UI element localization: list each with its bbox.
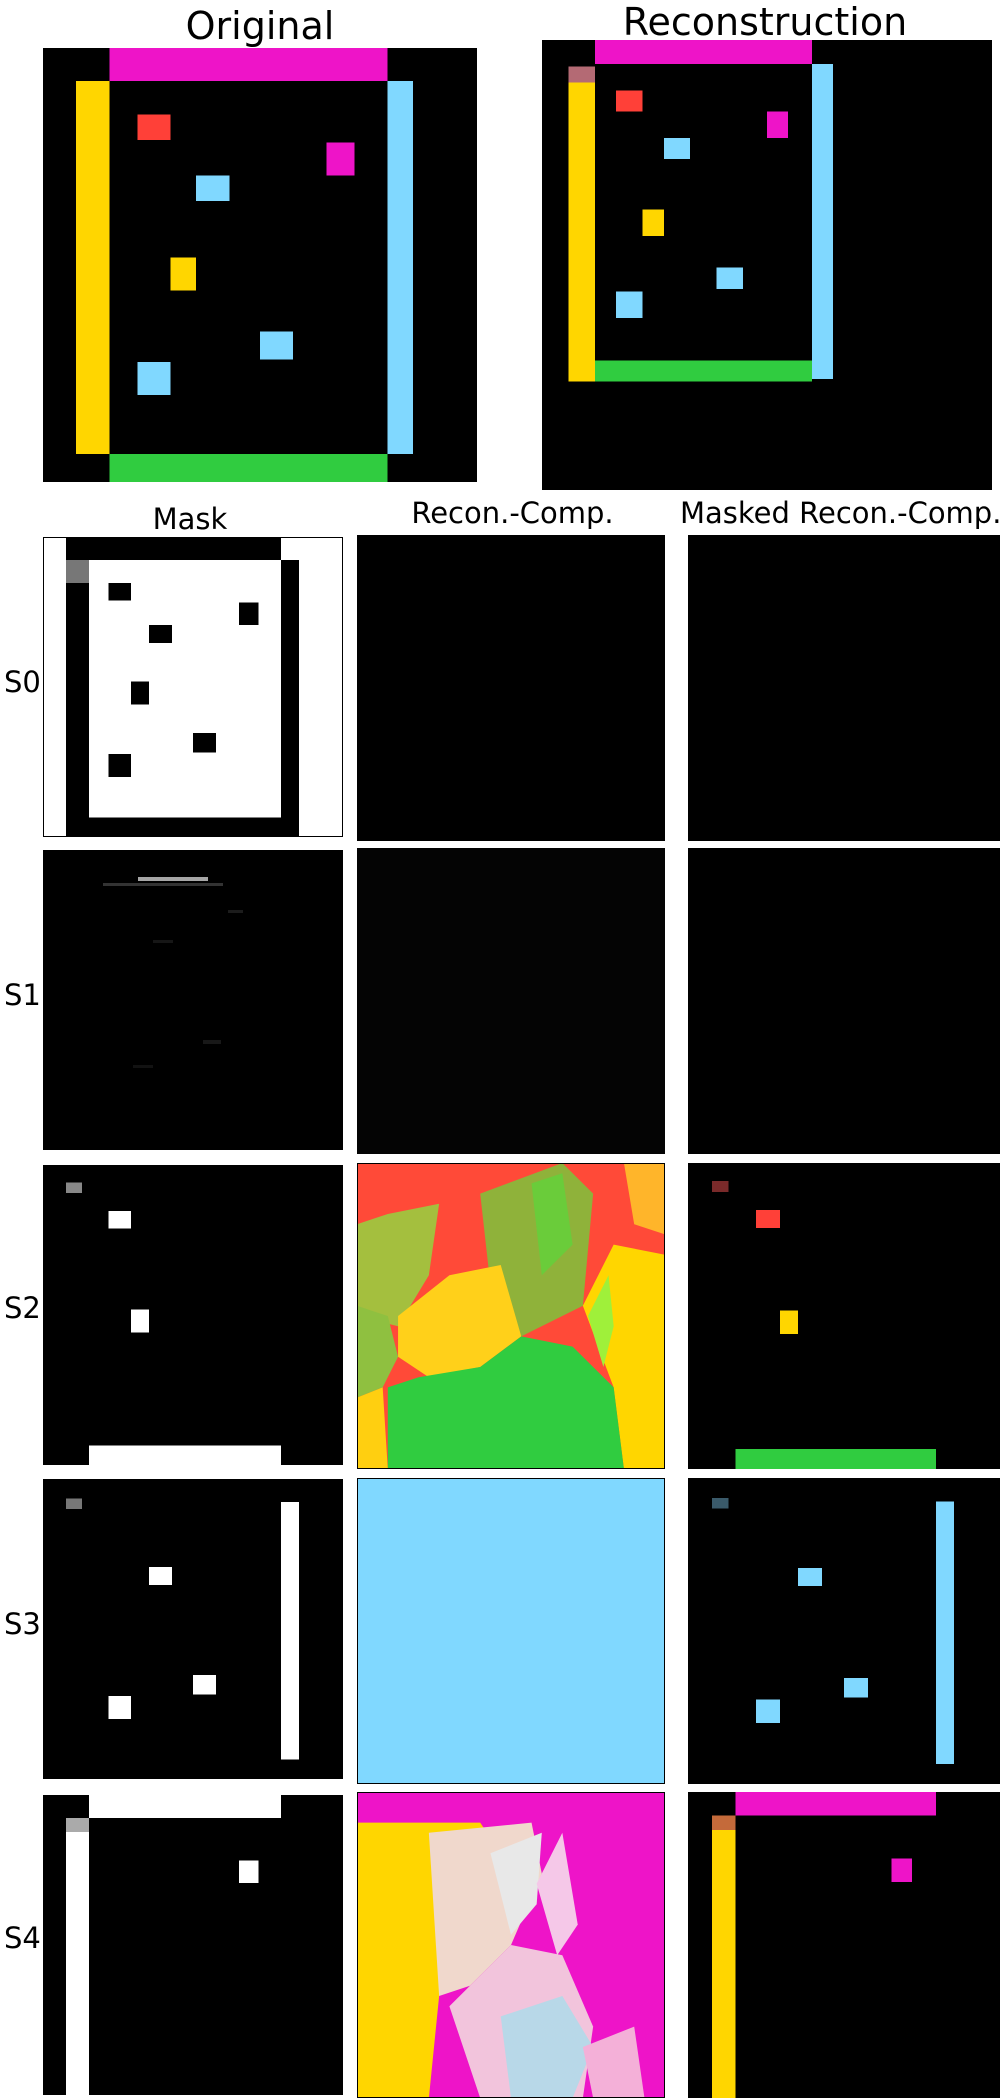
s0-mask [43,537,343,837]
reconstruction-title: Reconstruction [540,0,990,44]
yellow-square [643,209,664,235]
s3-recon-comp [357,1478,665,1784]
column-header-mask: Mask [60,502,320,536]
right-bar [388,81,414,454]
magenta-square [767,111,788,137]
s4-recon-comp [357,1792,665,2098]
row-label-s2: S2 [4,1291,44,1325]
s1-mask [43,850,343,1150]
magenta-square [326,142,354,175]
row-label-s4: S4 [4,1921,44,1955]
s2-recon-comp [357,1163,665,1469]
s4-mask [43,1795,343,2095]
s0-masked-recon-comp [688,535,1000,841]
s4-masked-recon-comp [688,1792,1000,2098]
bottom-bar [595,360,812,381]
blue-square-2 [260,331,293,359]
s0-recon-comp [357,535,665,841]
blurry-artifact [568,66,594,82]
top-bar [595,40,812,64]
blue-square-1 [196,176,229,202]
blue-square-2 [717,268,743,289]
s1-masked-recon-comp [688,848,1000,1154]
yellow-square [171,257,197,290]
row-label-s1: S1 [4,978,44,1012]
original-image [43,48,477,482]
column-header-masked-recon-comp: Masked Recon.-Comp. [680,496,1000,530]
top-bar [109,48,387,81]
blue-square-3 [616,291,642,317]
s2-masked-recon-comp [688,1163,1000,1469]
bottom-bar [109,454,387,482]
left-bar [76,81,109,454]
reconstruction-image [542,40,992,490]
left-bar [568,66,594,381]
right-bar [812,64,833,379]
blue-square-3 [137,362,170,395]
s2-mask [43,1165,343,1465]
s1-recon-comp [357,848,665,1154]
row-label-s0: S0 [4,665,44,699]
s3-masked-recon-comp [688,1478,1000,1784]
red-square [137,114,170,140]
s3-mask [43,1479,343,1779]
original-title: Original [60,4,460,48]
red-square [616,90,642,111]
blue-square-1 [664,138,690,159]
row-label-s3: S3 [4,1607,44,1641]
column-header-recon-comp: Recon.-Comp. [380,496,645,530]
